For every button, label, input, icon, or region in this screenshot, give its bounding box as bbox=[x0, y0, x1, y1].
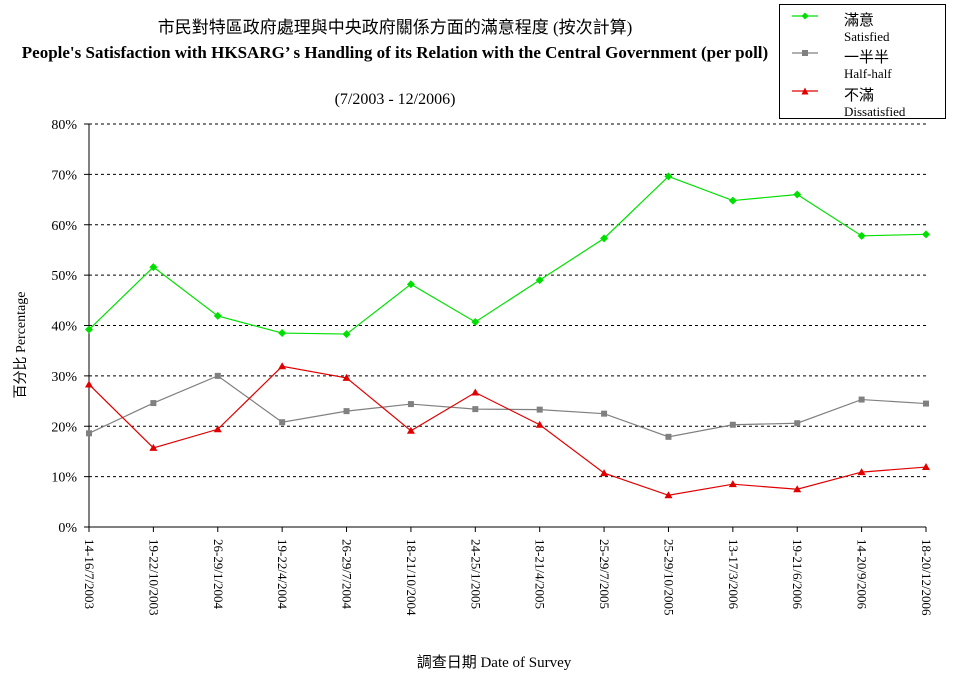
data-point bbox=[150, 400, 157, 407]
series-half-half bbox=[86, 372, 929, 440]
data-point bbox=[794, 420, 801, 427]
chart-subtitle: (7/2003 - 12/2006) bbox=[334, 91, 456, 108]
data-point bbox=[149, 263, 158, 272]
legend-label-en: Dissatisfied bbox=[844, 104, 906, 119]
x-tick-labels: 14-16/7/2003 19-22/10/2003 26-29/1/2004 19-… bbox=[82, 539, 934, 616]
data-point bbox=[471, 317, 480, 326]
series-line bbox=[88, 365, 927, 496]
legend-label-en: Satisfied bbox=[844, 29, 890, 44]
data-point bbox=[342, 373, 351, 381]
x-axis-label: 調查日期 Date of Survey bbox=[416, 655, 572, 671]
data-point bbox=[600, 234, 609, 243]
data-point bbox=[406, 426, 415, 434]
x-tick-label: 19-22/10/2003 bbox=[146, 539, 161, 616]
chart-title-en: People's Satisfaction with HKSARG’ s Han… bbox=[21, 43, 769, 62]
data-point bbox=[86, 430, 92, 437]
data-point bbox=[857, 231, 866, 240]
data-point bbox=[85, 380, 93, 388]
y-tick-label: 30% bbox=[51, 370, 77, 385]
x-tick-label: 18-21/10/2004 bbox=[404, 539, 419, 616]
chart-legend: 滿意 Satisfied 一半半 Half-half 不滿 Dissatisfi… bbox=[779, 4, 946, 119]
data-point bbox=[536, 406, 543, 413]
y-tick-labels: 0% 10% 20% 30% 40% 50% 60% 70% 80% bbox=[51, 118, 77, 536]
y-tick-label: 20% bbox=[51, 420, 77, 435]
y-tick-label: 80% bbox=[51, 118, 77, 133]
x-tick-label: 13-17/3/2006 bbox=[726, 539, 741, 610]
y-tick-label: 0% bbox=[58, 521, 77, 536]
data-point bbox=[279, 419, 286, 426]
y-tick-label: 70% bbox=[51, 168, 77, 183]
data-point bbox=[729, 421, 736, 428]
y-axis-label: 百分比 Percentage bbox=[14, 291, 29, 399]
legend-label-zh: 一半半 bbox=[844, 50, 890, 66]
data-point bbox=[472, 406, 479, 413]
x-tick-label: 18-21/4/2005 bbox=[533, 539, 548, 609]
legend-swatch-half-half bbox=[792, 50, 818, 56]
axes bbox=[84, 123, 927, 532]
data-point bbox=[665, 433, 672, 440]
legend-item-half-half: 一半半 Half-half bbox=[780, 44, 945, 81]
x-tick-label: 25-29/10/2005 bbox=[661, 539, 676, 616]
legend-swatch-dissatisfied bbox=[792, 87, 818, 95]
x-tick-label: 18-20/12/2006 bbox=[919, 539, 934, 616]
y-tick-label: 60% bbox=[51, 219, 77, 234]
data-point bbox=[213, 311, 222, 320]
data-point bbox=[664, 172, 673, 181]
data-point bbox=[149, 443, 158, 451]
data-point bbox=[923, 400, 929, 407]
x-tick-label: 25-29/7/2005 bbox=[597, 539, 612, 609]
x-tick-label: 26-29/1/2004 bbox=[211, 539, 226, 610]
data-point bbox=[471, 388, 480, 396]
data-point bbox=[728, 480, 737, 488]
data-point bbox=[85, 325, 93, 334]
legend-label-en: Half-half bbox=[844, 66, 892, 81]
data-point bbox=[600, 469, 609, 477]
data-point bbox=[793, 485, 802, 493]
data-point bbox=[922, 463, 930, 471]
y-tick-label: 40% bbox=[51, 320, 77, 335]
series-dissatisfied bbox=[85, 362, 930, 499]
grid-lines bbox=[89, 123, 926, 478]
series-line bbox=[88, 175, 927, 335]
data-point bbox=[214, 372, 221, 379]
data-point bbox=[664, 491, 673, 499]
y-tick-label: 50% bbox=[51, 269, 77, 284]
data-point bbox=[343, 408, 350, 415]
data-point bbox=[728, 196, 737, 205]
legend-label-zh: 滿意 bbox=[844, 13, 875, 29]
data-point bbox=[857, 468, 866, 476]
data-point bbox=[535, 276, 544, 285]
data-point bbox=[278, 329, 287, 338]
series-line bbox=[88, 375, 927, 438]
data-point bbox=[406, 280, 415, 289]
x-tick-label: 19-21/6/2006 bbox=[790, 539, 805, 610]
data-point bbox=[535, 420, 544, 428]
data-point bbox=[407, 401, 414, 408]
y-tick-label: 10% bbox=[51, 471, 77, 486]
x-tick-label: 19-22/4/2004 bbox=[275, 539, 290, 610]
legend-label-zh: 不滿 bbox=[844, 88, 875, 104]
legend-swatch-satisfied bbox=[792, 12, 818, 20]
data-point bbox=[922, 230, 930, 239]
x-tick-label: 14-20/9/2006 bbox=[855, 539, 870, 610]
series-group bbox=[85, 172, 930, 499]
data-point bbox=[858, 396, 865, 403]
x-tick-label: 24-25/1/2005 bbox=[468, 539, 483, 609]
data-point bbox=[601, 410, 608, 417]
chart-title-zh: 市民對特區政府處理與中央政府關係方面的滿意程度 (按次計算) bbox=[157, 18, 633, 37]
data-point bbox=[278, 362, 287, 370]
data-point bbox=[793, 190, 802, 199]
data-point bbox=[342, 330, 351, 339]
series-satisfied bbox=[85, 172, 930, 339]
legend-item-dissatisfied: 不滿 Dissatisfied bbox=[780, 82, 945, 119]
data-point bbox=[213, 425, 222, 433]
legend-item-satisfied: 滿意 Satisfied bbox=[780, 7, 945, 44]
x-tick-label: 14-16/7/2003 bbox=[82, 539, 97, 609]
x-tick-label: 26-29/7/2004 bbox=[340, 539, 355, 610]
